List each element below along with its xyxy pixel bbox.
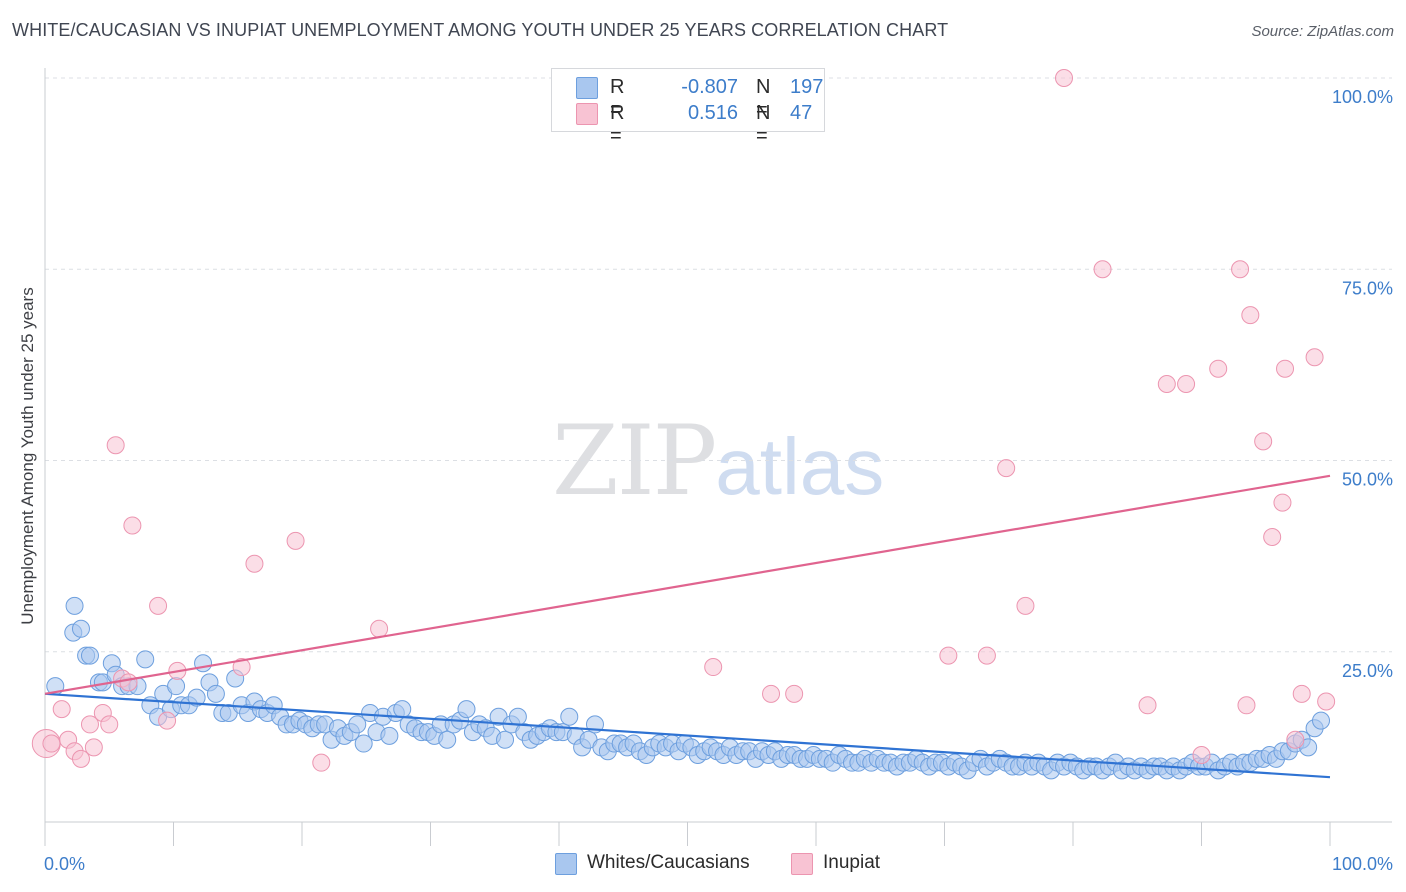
data-point-inupiat xyxy=(1231,260,1250,279)
data-point-inupiat xyxy=(1209,359,1228,378)
data-point-inupiat xyxy=(119,673,138,692)
data-point-inupiat xyxy=(1276,359,1295,378)
data-point-inupiat xyxy=(1237,696,1256,715)
y-tick-label: 75.0% xyxy=(1342,278,1393,298)
data-point-inupiat xyxy=(1273,493,1292,512)
data-point-inupiat xyxy=(84,738,103,757)
r-value: -0.807 xyxy=(681,76,738,98)
n-label: N = xyxy=(756,102,771,147)
data-point-whites xyxy=(1312,711,1331,730)
data-point-inupiat xyxy=(158,711,177,730)
legend-swatch-whites xyxy=(555,853,577,875)
data-point-whites xyxy=(187,688,206,707)
whites-points xyxy=(46,596,1331,780)
data-point-whites xyxy=(194,654,213,673)
chart-title: WHITE/CAUCASIAN VS INUPIAT UNEMPLOYMENT … xyxy=(12,20,949,40)
data-point-inupiat xyxy=(977,646,996,665)
data-point-whites xyxy=(496,730,515,749)
data-point-whites xyxy=(457,700,476,719)
data-point-whites xyxy=(167,677,186,696)
data-point-inupiat xyxy=(106,436,125,455)
watermark-atlas: atlas xyxy=(715,422,885,511)
trend-line-inupiat xyxy=(44,474,1331,695)
source-label: Source: ZipAtlas.com xyxy=(1251,23,1394,40)
y-tick-label: 50.0% xyxy=(1342,470,1393,490)
trend-line-whites xyxy=(44,692,1331,779)
data-point-inupiat xyxy=(762,684,781,703)
legend-swatch-whites xyxy=(576,77,598,99)
n-label: N = xyxy=(756,76,771,121)
data-point-inupiat xyxy=(370,619,389,638)
data-point-inupiat xyxy=(52,700,71,719)
data-point-inupiat xyxy=(1263,528,1282,546)
data-point-inupiat xyxy=(1286,730,1305,749)
data-point-inupiat xyxy=(1093,260,1112,279)
r-value: 0.516 xyxy=(687,102,738,124)
data-point-inupiat xyxy=(939,646,958,665)
data-point-inupiat xyxy=(1138,696,1157,715)
data-point-inupiat xyxy=(312,753,331,772)
legend-swatch-inupiat xyxy=(576,103,598,125)
data-point-inupiat xyxy=(1016,596,1035,615)
x-tick-label: 100.0% xyxy=(1332,854,1393,874)
data-point-inupiat xyxy=(997,459,1016,478)
data-point-whites xyxy=(354,734,373,753)
data-point-inupiat xyxy=(100,715,119,734)
data-point-whites xyxy=(380,726,399,745)
data-point-inupiat xyxy=(704,658,723,677)
n-value: 197 xyxy=(790,76,824,98)
trend-lines xyxy=(44,474,1331,779)
watermark: ZIPatlas xyxy=(552,405,884,517)
data-point-inupiat xyxy=(42,734,61,753)
data-point-inupiat xyxy=(785,684,804,703)
data-point-inupiat xyxy=(71,749,90,768)
data-point-inupiat xyxy=(149,596,168,615)
data-point-whites xyxy=(438,730,457,749)
data-point-inupiat xyxy=(1055,69,1074,87)
data-point-whites xyxy=(393,700,412,719)
watermark-zip: ZIP xyxy=(552,405,717,517)
legend-swatch-inupiat xyxy=(791,853,813,875)
inupiat-points xyxy=(31,69,1336,772)
data-point-inupiat xyxy=(1157,375,1176,393)
data-point-inupiat xyxy=(1241,306,1260,325)
n-value: 47 xyxy=(790,102,813,124)
data-point-whites xyxy=(71,619,90,638)
data-point-inupiat xyxy=(245,554,264,573)
data-point-inupiat xyxy=(232,658,251,677)
data-point-inupiat xyxy=(1192,746,1211,765)
data-point-whites xyxy=(65,596,84,615)
tick-labels: 25.0% 50.0% 75.0% 100.0% 0.0% 100.0% xyxy=(44,87,1393,874)
y-tick-label: 100.0% xyxy=(1332,87,1393,107)
data-point-inupiat xyxy=(1292,684,1311,703)
data-point-inupiat xyxy=(1317,692,1336,711)
data-point-inupiat xyxy=(1177,375,1196,393)
data-point-inupiat xyxy=(1254,432,1273,451)
data-point-whites xyxy=(206,684,225,703)
data-point-inupiat xyxy=(1305,348,1324,367)
data-point-whites xyxy=(348,715,367,734)
data-point-whites xyxy=(508,707,527,726)
legend-label-whites: Whites/Caucasians xyxy=(587,852,750,873)
data-point-inupiat xyxy=(80,715,99,734)
r-label: R = xyxy=(610,76,625,121)
data-point-inupiat xyxy=(286,531,305,550)
r-label: R = xyxy=(610,102,625,147)
data-point-whites xyxy=(560,707,579,726)
y-tick-label: 25.0% xyxy=(1342,661,1393,681)
legend-label-inupiat: Inupiat xyxy=(823,852,881,873)
data-point-whites xyxy=(136,650,155,669)
data-point-whites xyxy=(80,646,99,665)
axes xyxy=(44,68,1392,846)
x-tick-label: 0.0% xyxy=(44,854,85,874)
data-point-inupiat xyxy=(123,516,142,535)
correlation-legend: R = -0.807 N = 197 R = 0.516 N = 47 xyxy=(551,68,825,147)
